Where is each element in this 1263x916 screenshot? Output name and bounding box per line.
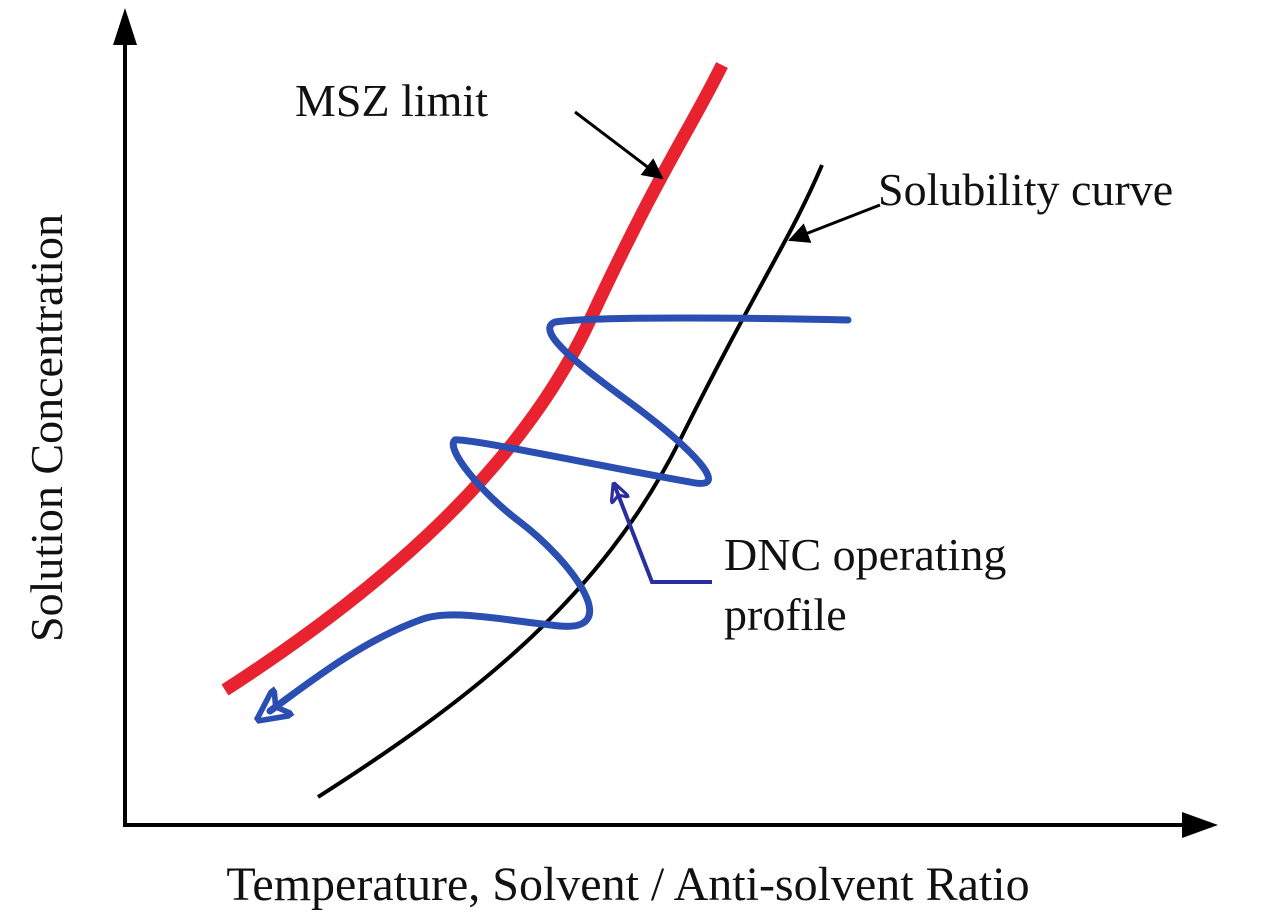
msz-label: MSZ limit xyxy=(295,75,488,126)
dnc-label-line: profile xyxy=(724,589,847,640)
x-arrow xyxy=(1182,812,1218,838)
dnc-pointer xyxy=(614,484,712,584)
axes xyxy=(113,8,1218,838)
x-axis-label: Temperature, Solvent / Anti-solvent Rati… xyxy=(226,858,1029,911)
dnc-profile-curve xyxy=(270,314,852,711)
y-axis-label: Solution Concentration xyxy=(21,214,72,642)
solubility-label: Solubility curve xyxy=(878,164,1173,215)
dnc-label-line: DNC operating xyxy=(724,529,1006,580)
msz-pointer xyxy=(574,110,664,180)
solubility-curve xyxy=(316,164,824,799)
msz-curve xyxy=(221,62,728,696)
y-arrow xyxy=(113,8,137,45)
solubility-pointer xyxy=(788,203,881,243)
